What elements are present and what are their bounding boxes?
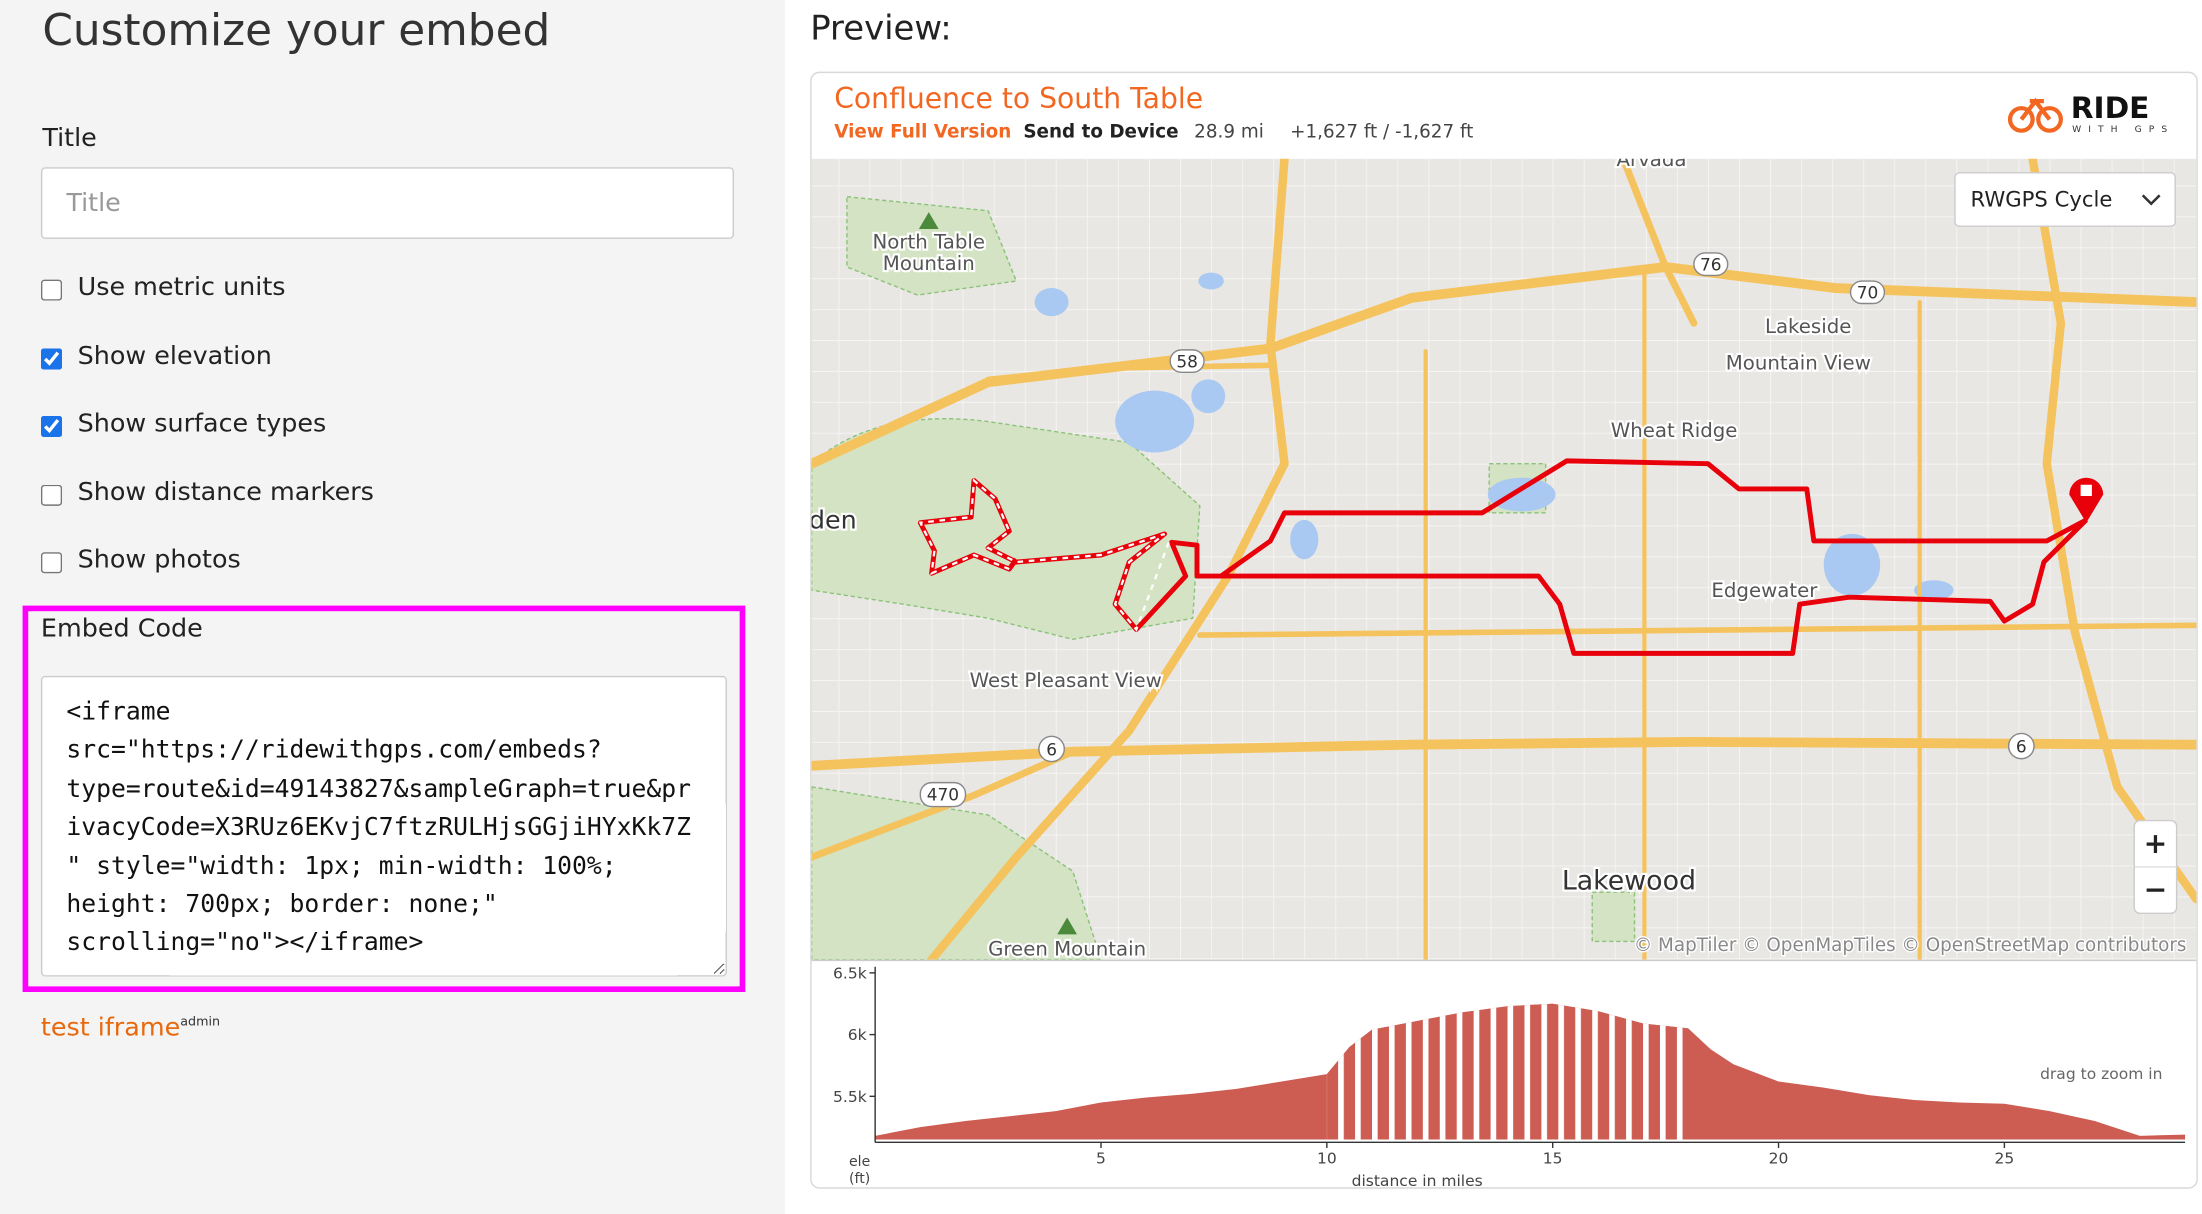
road-shield: 70 bbox=[1857, 283, 1879, 303]
map-label: Lakewood bbox=[1562, 865, 1696, 896]
settings-panel: Customize your embed Title Use metric un… bbox=[0, 0, 785, 1214]
road-shield: 470 bbox=[927, 784, 959, 804]
map-label: Lakeside bbox=[1765, 315, 1851, 338]
map-label: den bbox=[809, 504, 857, 534]
map-label: Edgewater bbox=[1711, 579, 1818, 602]
zoom-in[interactable]: + bbox=[2144, 827, 2168, 860]
y-axis-label: ele bbox=[849, 1154, 870, 1170]
attribution: © MapTiler © OpenMapTiles © OpenStreetMa… bbox=[1634, 935, 2187, 956]
option-label[interactable]: Show distance markers bbox=[77, 477, 374, 507]
map-label: Arvada bbox=[1616, 148, 1686, 171]
map-label: West Pleasant View bbox=[970, 669, 1162, 692]
embed-code[interactable]: <iframe src="https://ridewithgps.com/emb… bbox=[40, 675, 727, 977]
option-checkbox[interactable] bbox=[40, 552, 63, 574]
test-link[interactable]: test iframeadmin bbox=[41, 1013, 220, 1043]
map-label: North Table bbox=[873, 231, 986, 254]
option-checkbox[interactable] bbox=[40, 415, 63, 437]
map-label: Wheat Ridge bbox=[1611, 419, 1738, 442]
send-link[interactable]: Send to Device bbox=[1023, 122, 1178, 143]
y-tick-label: 5.5k bbox=[833, 1088, 867, 1106]
y-tick-label: 6.5k bbox=[833, 965, 867, 983]
map: Arvada North Table Mountain Lakeside Mou… bbox=[809, 148, 2197, 961]
map-label: Mountain bbox=[883, 252, 975, 275]
chart-hint: drag to zoom in bbox=[2040, 1065, 2162, 1083]
road-shield: 76 bbox=[1700, 255, 1722, 275]
road-shield: 58 bbox=[1176, 352, 1198, 372]
style-select-text[interactable]: RWGPS Cycle bbox=[1971, 187, 2113, 212]
x-tick-label: 10 bbox=[1317, 1149, 1337, 1167]
elevation-gain: +1,627 ft / -1,627 ft bbox=[1290, 122, 1473, 143]
zoom-control: + − bbox=[2133, 819, 2178, 915]
logo-text: RIDE bbox=[2071, 91, 2150, 125]
option-checkbox[interactable] bbox=[40, 347, 63, 369]
x-tick-label: 15 bbox=[1543, 1149, 1563, 1167]
highlight-box bbox=[22, 605, 746, 992]
map-label: Mountain View bbox=[1726, 352, 1871, 375]
route-title[interactable]: Confluence to South Table bbox=[834, 82, 1203, 115]
road-shield: 6 bbox=[2016, 737, 2027, 757]
option-label[interactable]: Show elevation bbox=[77, 340, 272, 371]
distance: 28.9 mi bbox=[1194, 122, 1264, 143]
title-label: Title bbox=[42, 123, 97, 154]
x-tick-label: 5 bbox=[1096, 1149, 1106, 1167]
x-tick-label: 25 bbox=[1995, 1149, 2015, 1167]
road-shield: 6 bbox=[1046, 739, 1057, 759]
x-tick-label: 20 bbox=[1769, 1149, 1789, 1167]
option-checkbox[interactable] bbox=[40, 484, 63, 506]
option-checkbox[interactable] bbox=[40, 279, 63, 301]
style-select[interactable]: RWGPS Cycle bbox=[1954, 172, 2176, 227]
preview-heading: Preview: bbox=[810, 8, 952, 48]
embed-label: Embed Code bbox=[40, 614, 203, 644]
title-input[interactable] bbox=[40, 167, 735, 239]
test-link-text[interactable]: test iframe bbox=[40, 1013, 181, 1043]
option-label[interactable]: Show photos bbox=[77, 545, 241, 575]
option-label[interactable]: Show surface types bbox=[77, 408, 327, 439]
y-axis-label: (ft) bbox=[849, 1171, 870, 1187]
zoom-out[interactable]: − bbox=[2144, 873, 2168, 906]
panel-title: Customize your embed bbox=[42, 5, 551, 57]
logo-sub: WITH GPS bbox=[2072, 125, 2174, 135]
logo: RIDE WITH GPS bbox=[2007, 91, 2174, 135]
view-full-link[interactable]: View Full Version bbox=[834, 122, 1011, 143]
admin-badge: admin bbox=[180, 1015, 221, 1030]
map-label: Green Mountain bbox=[988, 938, 1146, 961]
option-label[interactable]: Use metric units bbox=[77, 272, 286, 303]
x-axis-label: distance in miles bbox=[1352, 1172, 1483, 1190]
y-tick-label: 6k bbox=[848, 1026, 867, 1044]
